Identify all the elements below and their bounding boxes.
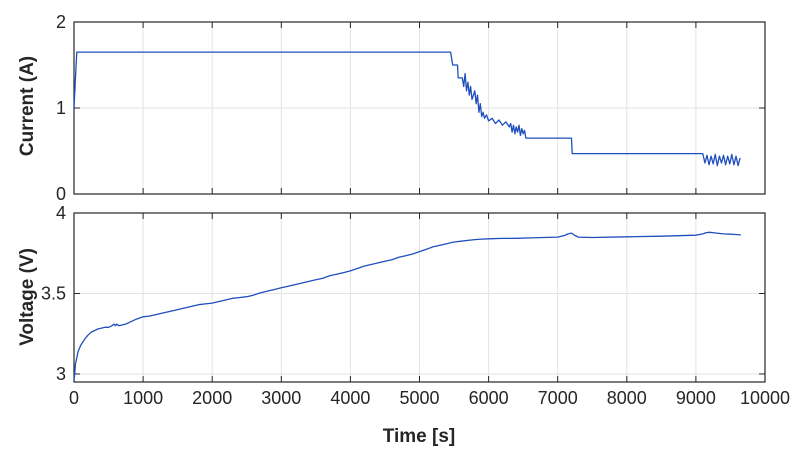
- time-xlabel: Time [s]: [383, 426, 456, 447]
- voltage-ytick-label: 3: [56, 364, 66, 384]
- voltage-xtick-label: 2000: [192, 388, 232, 408]
- voltage-xtick-label: 9000: [676, 388, 716, 408]
- voltage-xtick-label: 0: [69, 388, 79, 408]
- voltage-series-line: [73, 231, 741, 381]
- voltage-ytick-label: 3.5: [41, 283, 66, 303]
- voltage-xtick-label: 5000: [399, 388, 439, 408]
- current-ytick-label: 1: [56, 98, 66, 118]
- current-ytick-label: 2: [56, 12, 66, 32]
- current-series-line: [73, 51, 741, 167]
- voltage-xtick-label: 3000: [261, 388, 301, 408]
- voltage-xtick-label: 6000: [469, 388, 509, 408]
- voltage-panel: 0 1000 2000 3000 4000 5000 6000 7000 8000 9000 100…: [41, 203, 790, 408]
- voltage-xtick-label: 1000: [123, 388, 163, 408]
- voltage-ytick-label: 4: [56, 203, 66, 223]
- voltage-xtick-label: 7000: [538, 388, 578, 408]
- current-ytick-label: 0: [56, 184, 66, 204]
- voltage-ylabel: Voltage (V): [17, 248, 38, 346]
- current-ylabel: Current (A): [17, 56, 38, 156]
- current-panel: 0 1 2: [56, 12, 766, 204]
- voltage-xtick-label: 8000: [607, 388, 647, 408]
- voltage-xtick-label: 10000: [740, 388, 790, 408]
- voltage-xtick-label: 4000: [330, 388, 370, 408]
